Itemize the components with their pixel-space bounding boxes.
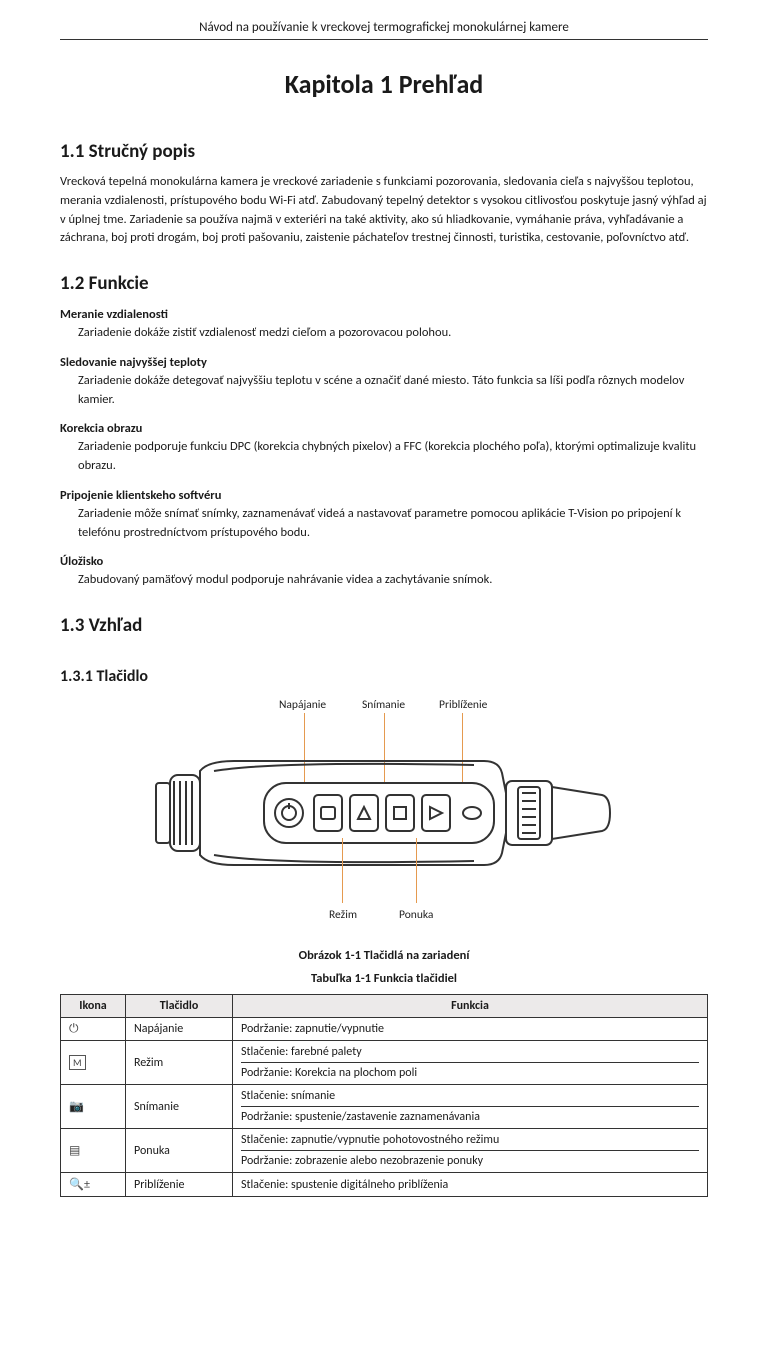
capture-icon: 📷 [61, 1085, 126, 1129]
button-function-table: Ikona Tlačidlo Funkcia ⏻ Napájanie Podrž… [60, 994, 708, 1197]
diagram-label-menu: Ponuka [399, 908, 433, 922]
feature-name: Pripojenie klientskeho softvéru [60, 488, 708, 503]
feature-item: Úložisko Zabudovaný pamäťový modul podpo… [60, 554, 708, 590]
btn-name: Snímanie [126, 1085, 233, 1129]
table-caption: Tabuľka 1-1 Funkcia tlačidiel [60, 971, 708, 986]
table-row: 📷 Snímanie Stlačenie: snímanie Podržanie… [61, 1085, 708, 1129]
btn-func: Stlačenie: snímanie Podržanie: spustenie… [233, 1085, 708, 1129]
section-1-3-title: 1.3 Vzhľad [60, 614, 708, 637]
section-1-1-title: 1.1 Stručný popis [60, 140, 708, 163]
zoom-icon: 🔍± [61, 1173, 126, 1197]
section-1-1-body: Vrecková tepelná monokulárna kamera je v… [60, 173, 708, 248]
btn-func: Stlačenie: spustenie digitálneho priblíž… [233, 1173, 708, 1197]
btn-name: Priblíženie [126, 1173, 233, 1197]
table-row: 🔍± Priblíženie Stlačenie: spustenie digi… [61, 1173, 708, 1197]
table-row: ⏻ Napájanie Podržanie: zapnutie/vypnutie [61, 1018, 708, 1041]
th-button: Tlačidlo [126, 995, 233, 1018]
feature-item: Pripojenie klientskeho softvéru Zariaden… [60, 488, 708, 543]
feature-name: Korekcia obrazu [60, 421, 708, 436]
feature-name: Meranie vzdialenosti [60, 307, 708, 322]
section-1-3-1-title: 1.3.1 Tlačidlo [60, 667, 708, 686]
btn-name: Režim [126, 1041, 233, 1085]
diagram-label-zoom: Priblíženie [439, 698, 487, 712]
btn-func: Podržanie: zapnutie/vypnutie [233, 1018, 708, 1041]
menu-icon: ▤ [61, 1129, 126, 1173]
device-diagram: Napájanie Snímanie Priblíženie [124, 698, 644, 938]
btn-func: Stlačenie: farebné palety Podržanie: Kor… [233, 1041, 708, 1085]
device-svg [154, 753, 614, 873]
th-function: Funkcia [233, 995, 708, 1018]
section-1-2-title: 1.2 Funkcie [60, 272, 708, 295]
feature-name: Sledovanie najvyššej teploty [60, 355, 708, 370]
feature-desc: Zariadenie dokáže zistiť vzdialenosť med… [78, 324, 708, 343]
lead-line-icon [416, 838, 417, 903]
table-row: ▤ Ponuka Stlačenie: zapnutie/vypnutie po… [61, 1129, 708, 1173]
feature-item: Korekcia obrazu Zariadenie podporuje fun… [60, 421, 708, 476]
btn-func: Stlačenie: zapnutie/vypnutie pohotovostn… [233, 1129, 708, 1173]
feature-desc: Zariadenie podporuje funkciu DPC (korekc… [78, 438, 708, 476]
mode-icon: M [61, 1041, 126, 1085]
chapter-title: Kapitola 1 Prehľad [60, 68, 708, 100]
feature-desc: Zariadenie dokáže detegovať najvyššiu te… [78, 372, 708, 410]
lead-line-icon [342, 838, 343, 903]
btn-name: Napájanie [126, 1018, 233, 1041]
feature-item: Meranie vzdialenosti Zariadenie dokáže z… [60, 307, 708, 343]
feature-item: Sledovanie najvyššej teploty Zariadenie … [60, 355, 708, 410]
feature-desc: Zariadenie môže snímať snímky, zaznamená… [78, 505, 708, 543]
page-header: Návod na používanie k vreckovej termogra… [60, 20, 708, 40]
th-icon: Ikona [61, 995, 126, 1018]
feature-desc: Zabudovaný pamäťový modul podporuje nahr… [78, 571, 708, 590]
figure-caption: Obrázok 1-1 Tlačidlá na zariadení [60, 948, 708, 963]
diagram-label-power: Napájanie [279, 698, 326, 712]
btn-name: Ponuka [126, 1129, 233, 1173]
feature-name: Úložisko [60, 554, 708, 569]
diagram-label-mode: Režim [329, 908, 357, 922]
power-icon: ⏻ [61, 1018, 126, 1041]
table-row: M Režim Stlačenie: farebné palety Podrža… [61, 1041, 708, 1085]
diagram-label-capture: Snímanie [362, 698, 405, 712]
